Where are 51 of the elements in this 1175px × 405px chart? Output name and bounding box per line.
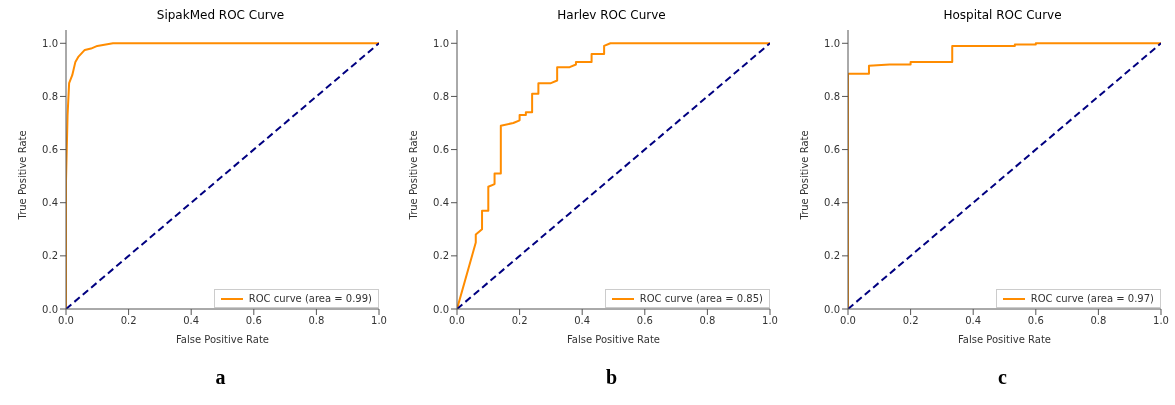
x-tick-label: 0.4 — [574, 315, 591, 327]
y-tick-label: 0.0 — [824, 303, 840, 315]
x-tick-label: 0.6 — [636, 315, 653, 327]
x-tick-label: 0.0 — [449, 315, 465, 327]
y-tick-label: 0.8 — [824, 90, 840, 102]
y-tick-label: 0.6 — [42, 144, 58, 156]
x-tick-label: 0.2 — [120, 315, 137, 327]
y-tick-label: 1.0 — [42, 37, 58, 49]
legend-label: ROC curve (area = 0.97) — [1030, 293, 1154, 304]
y-tick-label: 1.0 — [433, 37, 449, 49]
chart-title: Harlev ROC Curve — [556, 8, 667, 24]
y-tick-label: 0.4 — [433, 197, 449, 209]
y-tick-label: 0.4 — [824, 197, 840, 209]
y-tick-label: 0.8 — [433, 90, 449, 102]
x-tick-label: 0.0 — [58, 315, 74, 327]
x-tick-label: 0.4 — [183, 315, 200, 327]
y-tick-label: 0.6 — [824, 144, 840, 156]
y-tick-label: 0.0 — [42, 303, 58, 315]
y-axis-title: True Positive Rate — [798, 130, 810, 221]
y-tick-label: 1.0 — [824, 37, 840, 49]
x-tick-label: 0.2 — [511, 315, 528, 327]
x-tick-label: 1.0 — [762, 315, 778, 327]
y-tick-label: 0.2 — [42, 250, 58, 262]
x-axis-title: False Positive Rate — [567, 334, 660, 345]
text: c — [997, 366, 1008, 389]
text: b — [604, 366, 619, 389]
x-tick-label: 1.0 — [1153, 315, 1169, 327]
x-tick-label: 0.0 — [840, 315, 856, 327]
x-tick-label: 0.8 — [699, 315, 716, 327]
x-tick-label: 0.6 — [245, 315, 262, 327]
x-tick-label: 0.8 — [308, 315, 325, 327]
x-tick-label: 0.8 — [1090, 315, 1107, 327]
y-tick-label: 0.8 — [42, 90, 58, 102]
y-tick-label: 0.0 — [433, 303, 449, 315]
y-tick-label: 0.2 — [433, 250, 449, 262]
y-tick-label: 0.2 — [824, 250, 840, 262]
x-axis-title: False Positive Rate — [958, 334, 1051, 345]
x-tick-label: 0.4 — [965, 315, 982, 327]
chart-title: SipakMed ROC Curve — [155, 8, 286, 24]
x-tick-label: 1.0 — [371, 315, 387, 327]
legend-label: ROC curve (area = 0.99) — [248, 293, 372, 304]
chart-title: Hospital ROC Curve — [942, 8, 1063, 24]
y-tick-label: 0.4 — [42, 197, 58, 209]
y-axis-title: True Positive Rate — [16, 130, 28, 221]
y-tick-label: 0.6 — [433, 144, 449, 156]
text: a — [214, 366, 227, 389]
y-axis-title: True Positive Rate — [407, 130, 419, 221]
x-tick-label: 0.2 — [902, 315, 919, 327]
x-axis-title: False Positive Rate — [176, 334, 269, 345]
legend-label: ROC curve (area = 0.85) — [639, 293, 763, 304]
x-tick-label: 0.6 — [1027, 315, 1044, 327]
